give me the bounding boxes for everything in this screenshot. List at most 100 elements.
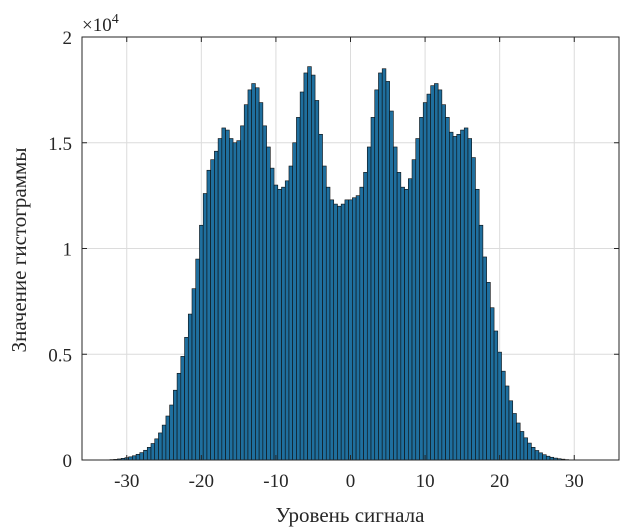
histogram-bar	[184, 337, 189, 461]
histogram-bar	[307, 66, 312, 461]
histogram-bar	[299, 91, 305, 461]
histogram-bar	[325, 186, 331, 461]
histogram-bar	[463, 127, 469, 461]
x-tick-label: -30	[114, 471, 139, 492]
histogram-bar	[303, 72, 308, 461]
histogram-bar	[262, 125, 267, 461]
histogram-bar	[538, 452, 543, 461]
histogram-bar	[501, 370, 506, 461]
histogram-bar	[504, 385, 510, 461]
histogram-bar	[180, 356, 185, 461]
histogram-bar	[273, 184, 279, 461]
histogram-bar	[258, 102, 264, 461]
histogram-bar	[411, 159, 417, 461]
histogram-bar	[217, 138, 223, 461]
histogram-bar	[214, 150, 219, 461]
histogram-bar	[378, 72, 383, 461]
histogram-bar	[187, 313, 193, 461]
histogram-bar	[445, 117, 450, 461]
histogram-bar	[396, 172, 402, 461]
histogram-bar	[475, 188, 480, 461]
histogram-bar	[135, 453, 141, 461]
histogram-bar	[314, 100, 320, 461]
histogram-bar	[333, 203, 338, 461]
histogram-bar	[426, 93, 431, 461]
histogram-bar	[210, 159, 215, 461]
histogram-bar	[270, 167, 275, 461]
histogram-bar	[337, 205, 342, 461]
histogram-bar	[277, 188, 282, 461]
histogram-bar	[389, 110, 394, 461]
histogram-bar	[143, 449, 148, 461]
histogram-bar	[247, 89, 252, 461]
histogram-bar	[370, 117, 376, 461]
histogram-bar	[449, 131, 454, 461]
histogram-bar	[284, 180, 290, 461]
histogram-bar	[161, 424, 167, 461]
histogram-bar	[486, 282, 491, 461]
histogram-bar	[460, 129, 465, 461]
histogram-bar	[456, 133, 461, 461]
x-axis-title: Уровень сигнала	[276, 503, 426, 527]
histogram-bar	[482, 256, 487, 461]
histogram-bar	[173, 389, 178, 461]
histogram-bar	[150, 443, 156, 461]
histogram-bar	[158, 432, 163, 461]
histogram-bar	[322, 165, 327, 461]
histogram-bar	[296, 117, 301, 461]
histogram-bar	[419, 117, 424, 461]
histogram-bar	[527, 442, 532, 461]
x-tick-label: -10	[263, 471, 288, 492]
histogram-bar	[165, 415, 170, 461]
x-tick-label: -20	[189, 471, 214, 492]
histogram-bar	[154, 438, 159, 461]
histogram-bar	[467, 138, 472, 461]
histogram-bar	[352, 197, 357, 461]
histogram-bar	[132, 455, 137, 461]
histogram-bar	[221, 127, 226, 461]
histogram-bar	[266, 146, 271, 461]
histogram-bar	[281, 186, 286, 461]
histogram-bar	[415, 138, 420, 461]
histogram-bar	[478, 224, 484, 461]
y-tick-label: 0	[63, 451, 73, 472]
y-tick-label: 0.5	[48, 345, 72, 366]
histogram-bar	[400, 186, 405, 461]
x-tick-label: 20	[490, 471, 509, 492]
histogram-bar	[437, 89, 443, 461]
histogram-bar	[169, 404, 174, 461]
y-exponent-label: ×104	[82, 12, 119, 36]
x-tick-label: 0	[346, 471, 356, 492]
histogram-bar	[199, 224, 204, 461]
histogram-bar	[471, 157, 476, 461]
histogram-bar	[195, 258, 200, 461]
histogram-bar	[206, 169, 211, 461]
histogram-bar	[366, 146, 372, 461]
histogram-bar	[292, 142, 297, 461]
histogram-bar	[355, 195, 361, 461]
x-tick-label: 30	[565, 471, 584, 492]
histogram-bar	[288, 165, 293, 461]
histogram-bar	[191, 288, 197, 461]
histogram-bar	[311, 74, 316, 461]
histogram-bar	[497, 351, 502, 461]
histogram-bar	[236, 140, 241, 461]
histogram-bar	[348, 199, 353, 461]
histogram-bar	[243, 104, 249, 461]
histogram-bar	[374, 89, 379, 461]
histogram-bar	[359, 186, 364, 461]
histogram-bar	[441, 104, 446, 461]
y-axis-title: Значение гистограммы	[7, 148, 31, 353]
histogram-bar	[508, 400, 514, 461]
histogram-bar	[430, 85, 435, 461]
histogram-bar	[545, 455, 551, 461]
histogram-bar	[404, 188, 409, 461]
histogram-bar	[225, 129, 230, 461]
histogram-bar	[251, 83, 256, 461]
histogram-bar	[542, 454, 547, 461]
histogram-bar	[240, 125, 245, 461]
y-exponent-power: 4	[112, 12, 119, 27]
histogram-bar	[523, 437, 528, 461]
histogram-bar	[452, 136, 458, 461]
